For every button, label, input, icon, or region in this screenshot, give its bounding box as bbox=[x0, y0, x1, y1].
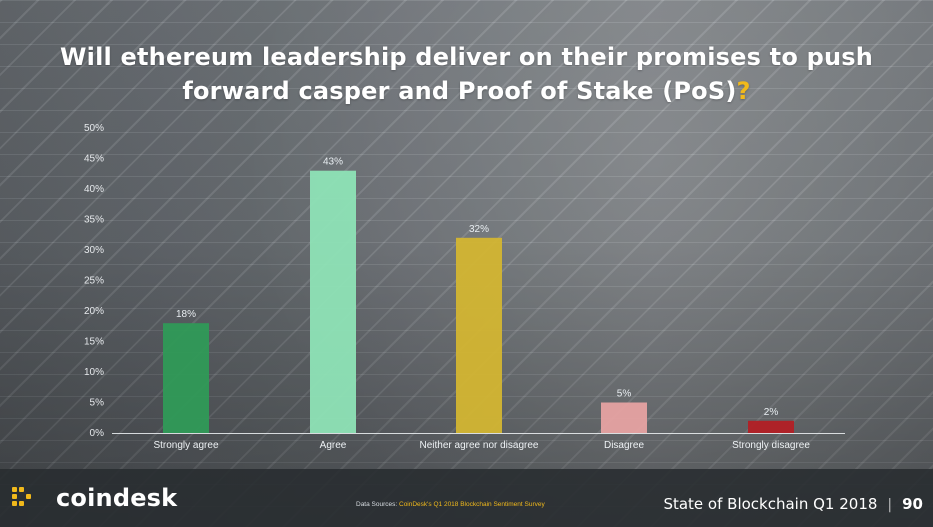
x-tick-label: Neither agree nor disagree bbox=[420, 440, 539, 451]
bar-value-label: 5% bbox=[617, 389, 632, 400]
y-tick-label: 20% bbox=[84, 306, 104, 317]
report-footer: State of Blockchain Q1 2018 | 90 bbox=[663, 495, 923, 513]
y-tick-label: 50% bbox=[84, 123, 104, 134]
y-tick-label: 45% bbox=[84, 154, 104, 165]
y-tick-label: 30% bbox=[84, 245, 104, 256]
y-tick-label: 40% bbox=[84, 184, 104, 195]
y-tick-label: 10% bbox=[84, 367, 104, 378]
footer-divider: | bbox=[887, 497, 893, 513]
bar bbox=[310, 170, 356, 433]
footer-bar bbox=[0, 469, 933, 527]
x-tick-label: Disagree bbox=[604, 440, 644, 451]
bar bbox=[601, 402, 647, 433]
y-tick-label: 15% bbox=[84, 337, 104, 348]
y-tick-label: 0% bbox=[90, 428, 105, 439]
page-number: 90 bbox=[902, 495, 923, 513]
bar bbox=[163, 323, 209, 433]
coindesk-mark-icon bbox=[12, 487, 31, 506]
title-question-mark: ? bbox=[736, 77, 751, 105]
x-tick-label: Agree bbox=[320, 440, 347, 451]
bar-value-label: 32% bbox=[469, 224, 489, 235]
bars-layer bbox=[163, 170, 794, 433]
bar-value-label: 2% bbox=[764, 407, 779, 418]
bar-value-label: 18% bbox=[176, 309, 196, 320]
data-sources: Data Sources: CoinDesk's Q1 2018 Blockch… bbox=[356, 501, 545, 508]
y-tick-label: 25% bbox=[84, 276, 104, 287]
y-axis: 0% 5% 10% 15% 20% 25% 30% 35% 40% 45% 50% bbox=[84, 123, 104, 439]
data-sources-link: CoinDesk's Q1 2018 Blockchain Sentiment … bbox=[399, 501, 545, 508]
page-title: Will ethereum leadership deliver on thei… bbox=[60, 40, 873, 108]
bar-value-label: 43% bbox=[323, 157, 343, 168]
report-title: State of Blockchain Q1 2018 bbox=[663, 495, 878, 513]
coindesk-logo: coindesk bbox=[10, 481, 177, 515]
value-labels-layer: 18% 43% 32% 5% 2% bbox=[176, 157, 778, 418]
title-text: Will ethereum leadership deliver on thei… bbox=[60, 43, 874, 105]
data-sources-prefix: Data Sources: bbox=[356, 501, 399, 508]
x-axis: Strongly agree Agree Neither agree nor dis… bbox=[112, 433, 845, 451]
y-tick-label: 35% bbox=[84, 215, 104, 226]
brand-name: coindesk bbox=[56, 484, 178, 512]
bar bbox=[456, 237, 502, 433]
bar bbox=[748, 420, 794, 433]
x-tick-label: Strongly disagree bbox=[732, 440, 810, 451]
y-tick-label: 5% bbox=[90, 398, 105, 409]
x-tick-label: Strongly agree bbox=[153, 440, 218, 451]
